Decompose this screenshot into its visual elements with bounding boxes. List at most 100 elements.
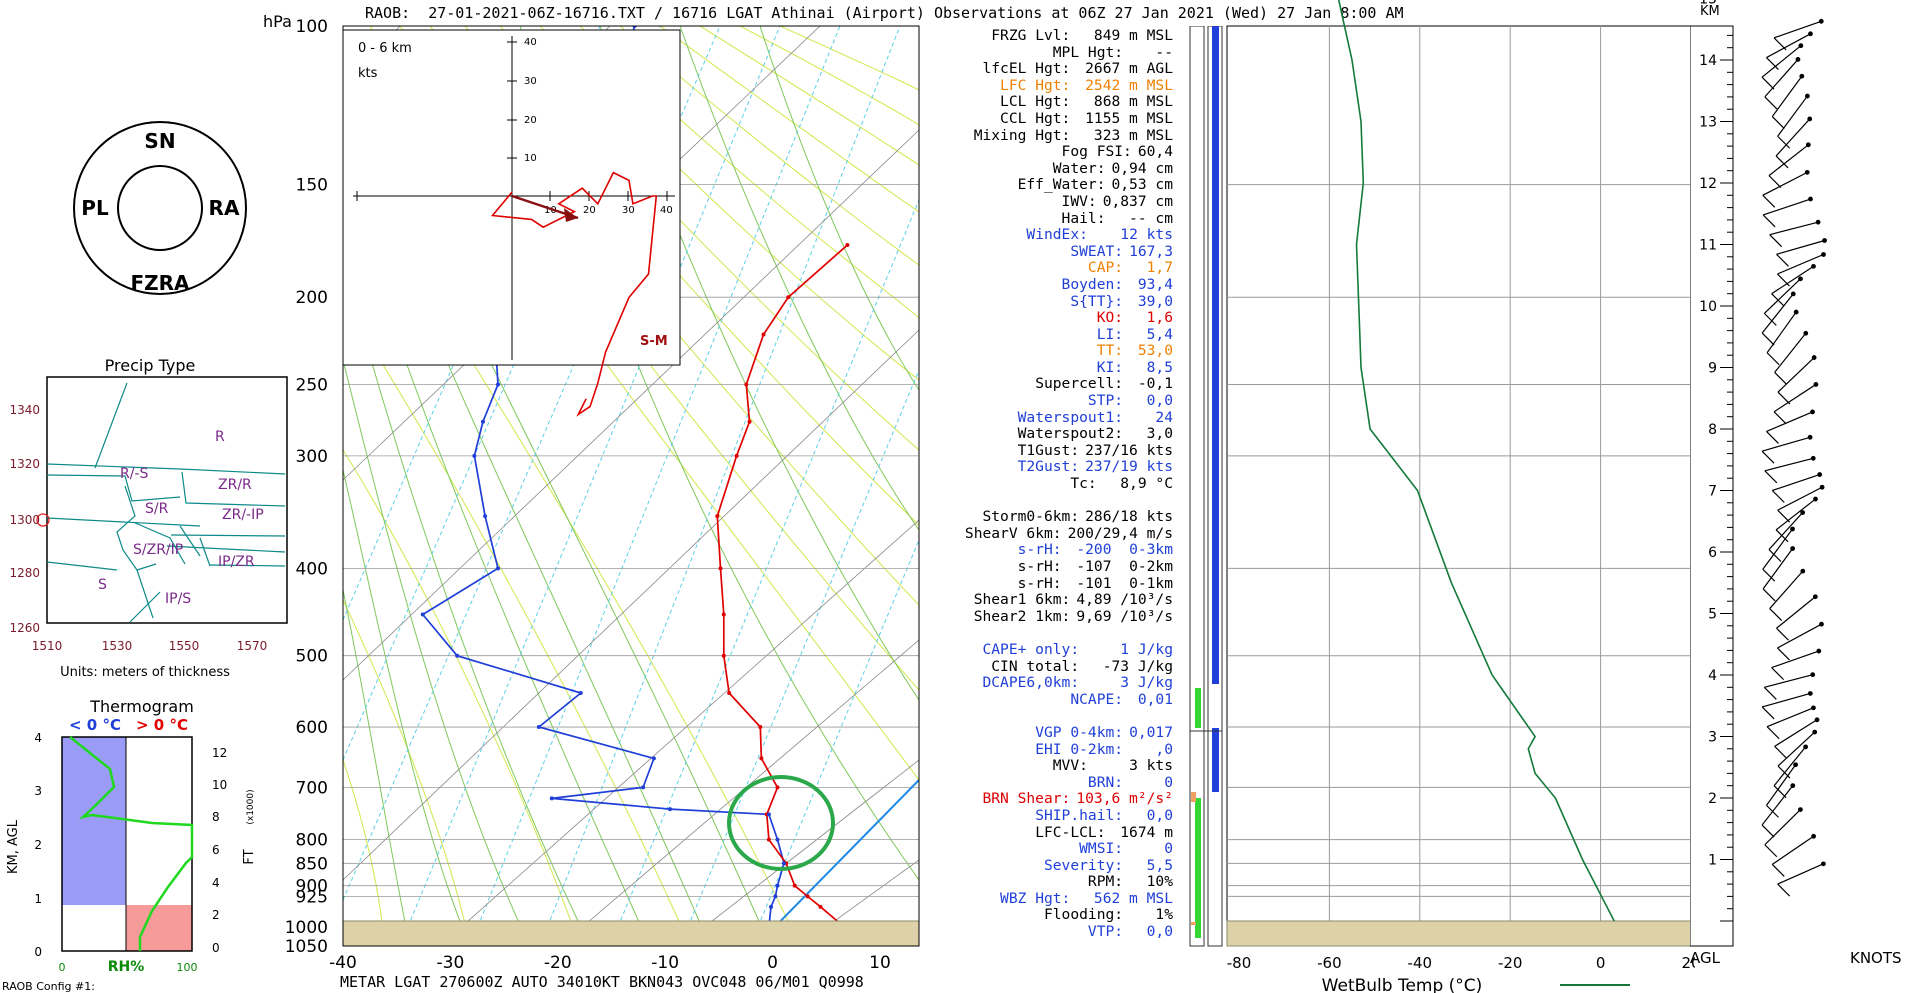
dewpoint-point bbox=[420, 612, 425, 617]
ft-tick: 8 bbox=[212, 810, 220, 824]
wind-barb-dot bbox=[1803, 330, 1809, 336]
temperature-point bbox=[805, 894, 810, 899]
index-row: CCL Hgt: 1155 m MSL bbox=[923, 109, 1173, 128]
stability-bars bbox=[1189, 26, 1223, 947]
x-tick: 1550 bbox=[169, 639, 200, 653]
dewpoint-point bbox=[773, 894, 778, 899]
pressure-tick: 150 bbox=[296, 176, 328, 196]
knots-label: KNOTS bbox=[1850, 949, 1902, 967]
index-value: 2667 m AGL bbox=[1076, 60, 1173, 78]
dewpoint-point bbox=[578, 691, 583, 696]
wind-barb-flag bbox=[1766, 726, 1780, 740]
rh-x-tick: 100 bbox=[177, 961, 198, 974]
index-value: 8,9 °C bbox=[1102, 475, 1173, 493]
wind-barb bbox=[1761, 45, 1802, 78]
index-value: -- cm bbox=[1111, 209, 1173, 227]
hodograph-trace bbox=[490, 171, 658, 417]
thermogram-title: Thermogram bbox=[89, 697, 194, 716]
pressure-tick: 200 bbox=[296, 288, 328, 308]
temperature-point bbox=[721, 612, 726, 617]
wind-barb-dot bbox=[1808, 31, 1813, 37]
hodo-tick: 10 bbox=[544, 205, 557, 216]
height-tick: 10 bbox=[1699, 299, 1717, 315]
index-value: 323 m MSL bbox=[1076, 126, 1173, 144]
dewpoint-point bbox=[455, 653, 460, 658]
dewpoint-point bbox=[480, 419, 485, 424]
temperature-tick: -10 bbox=[651, 953, 679, 973]
wind-barb-flag bbox=[1761, 76, 1775, 90]
precip-type-wheel: SN PL RA FZRA bbox=[73, 121, 247, 295]
x-tick: 1510 bbox=[32, 639, 63, 653]
wind-barb-dot bbox=[1804, 93, 1810, 99]
wind-barb-flag bbox=[1762, 194, 1776, 208]
index-value: 2542 m MSL bbox=[1076, 76, 1173, 94]
hodo-tick: 10 bbox=[524, 153, 537, 164]
index-value: 5,4 bbox=[1129, 325, 1173, 343]
index-name: Flooding: bbox=[1043, 906, 1124, 924]
dewpoint-point bbox=[769, 904, 774, 909]
pressure-tick: 250 bbox=[296, 376, 328, 396]
wheel-bottom-label: FZRA bbox=[130, 271, 190, 295]
index-row: WBZ Hgt: 562 m MSL bbox=[923, 889, 1173, 908]
temperature-point bbox=[786, 295, 791, 300]
index-name: LFC-LCL: bbox=[1035, 823, 1106, 841]
wind-barb-dot bbox=[1818, 18, 1824, 24]
dewpoint-point bbox=[668, 807, 672, 812]
temperature-point bbox=[715, 514, 720, 519]
wind-barb-dot bbox=[1793, 762, 1798, 768]
index-value: 1155 m MSL bbox=[1076, 109, 1173, 127]
index-name: VGP 0-4km: bbox=[1035, 723, 1124, 741]
height-tick: 13 bbox=[1699, 115, 1717, 131]
index-value: 0,0 bbox=[1129, 923, 1173, 941]
index-row: Tc: 8,9 °C bbox=[923, 475, 1173, 493]
region-label: S/ZR/IP bbox=[133, 542, 183, 558]
index-value: 562 m MSL bbox=[1076, 889, 1173, 907]
region-label: ZR/-IP bbox=[222, 507, 264, 523]
index-value: 4,89 /10³/s bbox=[1076, 591, 1173, 609]
thermogram-chart: Thermogram < 0 °C > 0 °C 4 3 2 1 0 12 10… bbox=[6, 697, 257, 975]
wind-barb-flag bbox=[1761, 332, 1775, 346]
wind-barb-flag bbox=[1764, 96, 1778, 110]
km-tick: 3 bbox=[34, 784, 42, 798]
wind-barb-flag bbox=[1773, 785, 1787, 799]
precip-type-units: Units: meters of thickness bbox=[60, 665, 230, 680]
index-row: WindEx: 12 kts bbox=[923, 227, 1173, 244]
region-label: IP/S bbox=[165, 591, 191, 607]
wind-barb bbox=[1766, 707, 1814, 728]
index-value: 3,0 bbox=[1129, 425, 1173, 443]
wind-barb bbox=[1777, 486, 1823, 511]
wind-barb-dot bbox=[1810, 672, 1816, 678]
wind-barb-flag bbox=[1762, 568, 1776, 582]
wind-barb-dot bbox=[1804, 169, 1810, 175]
config-label: RAOB Config #1: bbox=[2, 980, 95, 993]
wind-barb-flag bbox=[1771, 490, 1785, 503]
index-value: 849 m MSL bbox=[1076, 27, 1173, 44]
wind-barb-dot bbox=[1798, 43, 1804, 49]
index-row: NCAPE: 0,01 bbox=[923, 690, 1173, 709]
wind-barb bbox=[1771, 75, 1803, 117]
index-name: BRN: bbox=[1087, 773, 1124, 791]
index-name: NCAPE: bbox=[1070, 690, 1124, 708]
index-value: 60,4 bbox=[1137, 143, 1173, 161]
ft-tick: 0 bbox=[212, 941, 220, 955]
wind-barb bbox=[1762, 171, 1808, 196]
index-value: 0 bbox=[1129, 840, 1173, 858]
index-name: CAP: bbox=[1087, 259, 1124, 277]
index-row: Severity: 5,5 bbox=[923, 857, 1173, 875]
hodo-tick: 30 bbox=[622, 205, 635, 216]
index-name: Waterspout1: bbox=[1017, 408, 1124, 426]
region-label: IP/ZR bbox=[218, 554, 255, 570]
temperature-point bbox=[845, 242, 850, 247]
wind-barb-flag bbox=[1761, 450, 1775, 464]
wetbulb-axis-label: WetBulb Temp (°C) bbox=[1322, 976, 1483, 993]
index-name: LFC Hgt: bbox=[1000, 76, 1071, 94]
report-title: RAOB: 27-01-2021-06Z-16716.TXT / 16716 L… bbox=[365, 4, 1404, 22]
index-name: WMSI: bbox=[1079, 840, 1124, 858]
height-tick: 14 bbox=[1699, 53, 1717, 69]
dewpoint-point bbox=[483, 514, 488, 519]
wind-barb-panel: KM 15 14 13 12 11 10 9 8 7 6 5 4 3 2 1 AGL KNOTS bbox=[1690, 0, 1902, 967]
hodo-unit-label: kts bbox=[358, 66, 378, 81]
pressure-tick: 1000 bbox=[285, 918, 328, 938]
wind-barb-flag bbox=[1773, 37, 1787, 51]
wind-barb-flag bbox=[1764, 470, 1778, 484]
